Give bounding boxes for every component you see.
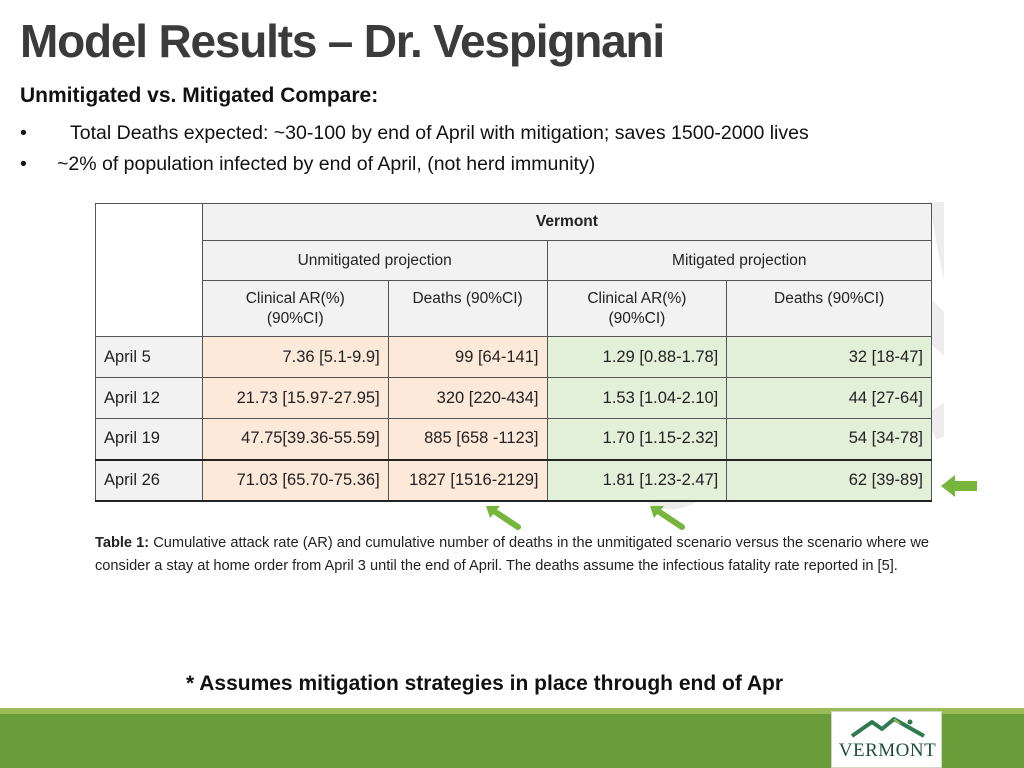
column-header-line1: Clinical AR(%) <box>587 290 687 307</box>
unmitigated-deaths-cell: 99 [64-141] <box>387 336 548 378</box>
column-header: Clinical AR(%) (90%CI) <box>546 280 728 337</box>
mitigated-deaths-cell: 62 [39-89] <box>726 458 932 502</box>
bullet-symbol: • <box>20 122 27 144</box>
bullet-item: • Total Deaths expected: ~30-100 by end … <box>20 118 1010 149</box>
column-header-line1: Clinical AR(%) <box>245 290 345 307</box>
green-arrow-icon <box>486 506 521 530</box>
caption-text: Cumulative attack rate (AR) and cumulati… <box>95 535 929 574</box>
table-row: April 12 21.73 [15.97-27.95] 320 [220-43… <box>95 377 932 419</box>
unmitigated-ar-cell: 71.03 [65.70-75.36] <box>201 458 389 502</box>
row-label: April 26 <box>95 458 203 502</box>
bullet-text-deaths: Total Deaths expected: ~30-100 by end of… <box>70 122 809 144</box>
table-row: April 5 7.36 [5.1-9.9] 99 [64-141] 1.29 … <box>95 336 932 378</box>
mitigated-deaths-cell: 44 [27-64] <box>726 377 932 419</box>
bullet-text-infected: ~2% of population infected by end of Apr… <box>57 153 596 175</box>
column-header-line2: (90%CI) <box>608 310 666 327</box>
mitigated-deaths-cell: 54 [34-78] <box>726 418 932 460</box>
table-row: April 26 71.03 [65.70-75.36] 1827 [1516-… <box>95 458 932 502</box>
column-header: Deaths (90%CI) <box>726 280 932 337</box>
table-caption: Table 1: Cumulative attack rate (AR) and… <box>95 532 929 577</box>
unmitigated-deaths-cell: 885 [658 -1123] <box>387 418 548 460</box>
bullet-symbol: • <box>20 153 27 175</box>
mitigated-ar-cell: 1.29 [0.88-1.78] <box>546 336 728 378</box>
logo-text: VERMONT <box>838 740 937 761</box>
unmitigated-deaths-cell: 320 [220-434] <box>387 377 548 419</box>
row-label: April 5 <box>95 336 203 378</box>
unmitigated-ar-cell: 47.75[39.36-55.59] <box>201 418 389 460</box>
column-header-line1: Deaths (90%CI) <box>412 290 523 307</box>
unmitigated-deaths-cell: 1827 [1516-2129] <box>387 458 548 502</box>
column-header: Clinical AR(%) (90%CI) <box>201 280 389 337</box>
region-header: Vermont <box>201 203 933 241</box>
bullet-item: • ~2% of population infected by end of A… <box>20 149 1010 180</box>
projection-table: Vermont Unmitigated projection Mitigated… <box>95 203 933 502</box>
corner-cell <box>95 203 203 337</box>
bullet-list: • Total Deaths expected: ~30-100 by end … <box>20 118 1010 180</box>
table-row: April 19 47.75[39.36-55.59] 885 [658 -11… <box>95 418 932 460</box>
row-label: April 12 <box>95 377 203 419</box>
mitigated-deaths-cell: 32 [18-47] <box>726 336 932 378</box>
footnote: * Assumes mitigation strategies in place… <box>186 672 784 695</box>
green-arrow-icon <box>650 506 685 530</box>
unmitigated-group-header: Unmitigated projection <box>201 240 548 281</box>
column-header-line2: (90%CI) <box>266 310 324 327</box>
slide-title: Model Results – Dr. Vespignani <box>20 15 665 67</box>
unmitigated-ar-cell: 7.36 [5.1-9.9] <box>201 336 389 378</box>
mitigated-ar-cell: 1.70 [1.15-2.32] <box>546 418 728 460</box>
row-label: April 19 <box>95 418 203 460</box>
footer-band-light <box>0 708 1024 714</box>
caption-label: Table 1: <box>95 535 150 551</box>
column-header: Deaths (90%CI) <box>387 280 548 337</box>
mitigated-group-header: Mitigated projection <box>546 240 932 281</box>
mitigated-ar-cell: 1.81 [1.23-2.47] <box>546 458 728 502</box>
mitigated-ar-cell: 1.53 [1.04-2.10] <box>546 377 728 419</box>
vermont-logo: VERMONT <box>831 711 942 768</box>
green-arrow-icon <box>941 475 977 497</box>
table-figure: ary Vermont Unmitigated projection Mitig… <box>94 202 944 604</box>
column-header-line1: Deaths (90%CI) <box>774 290 885 307</box>
slide-subtitle: Unmitigated vs. Mitigated Compare: <box>20 84 379 107</box>
mountain-logo-icon <box>850 717 925 738</box>
unmitigated-ar-cell: 21.73 [15.97-27.95] <box>201 377 389 419</box>
